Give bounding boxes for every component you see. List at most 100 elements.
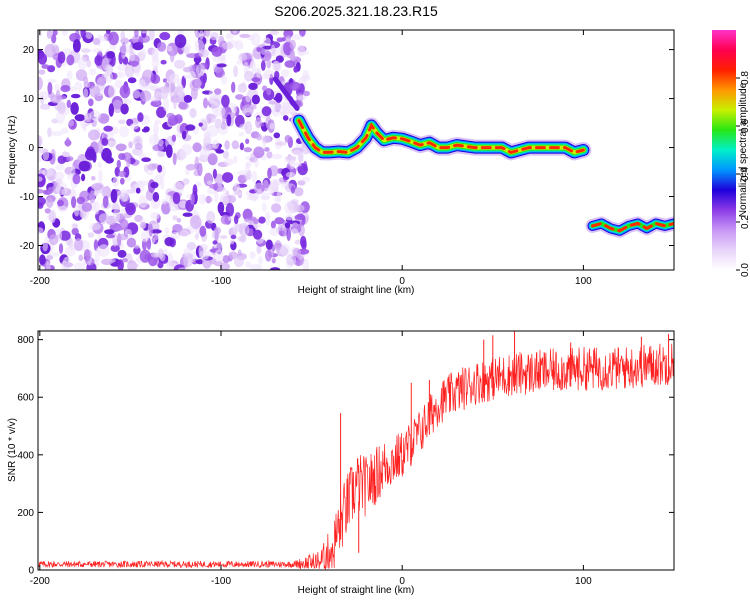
noise-speckle xyxy=(240,234,247,243)
noise-speckle xyxy=(278,230,285,236)
noise-speckle xyxy=(57,199,64,207)
noise-speckle xyxy=(88,98,94,107)
noise-speckle xyxy=(139,90,152,102)
noise-speckle xyxy=(249,60,256,71)
noise-speckle xyxy=(202,72,207,84)
noise-speckle xyxy=(117,259,124,270)
snr-x-tick-label: -200 xyxy=(30,576,50,587)
noise-speckle xyxy=(183,248,190,256)
noise-speckle xyxy=(290,185,295,194)
noise-speckle xyxy=(160,59,167,65)
noise-speckle xyxy=(62,151,68,157)
heatmap-x-axis-label: Height of straight line (km) xyxy=(298,285,415,296)
noise-speckle xyxy=(239,142,244,151)
noise-speckle xyxy=(217,186,226,192)
noise-speckle xyxy=(175,184,185,189)
noise-speckle xyxy=(153,122,159,136)
noise-speckle xyxy=(291,228,299,235)
noise-speckle xyxy=(56,100,66,115)
noise-speckle xyxy=(273,132,281,139)
noise-speckle xyxy=(141,157,152,162)
noise-speckle xyxy=(97,162,103,168)
noise-speckle xyxy=(74,205,80,217)
noise-speckle xyxy=(249,251,256,260)
noise-speckle xyxy=(147,163,157,171)
noise-speckle xyxy=(162,78,167,83)
heatmap-y-ticks: -20 -10 0 10 20 xyxy=(20,45,674,252)
noise-speckle xyxy=(148,134,160,146)
noise-speckle xyxy=(51,34,57,44)
noise-speckle xyxy=(262,85,268,92)
noise-speckle xyxy=(250,263,263,270)
noise-speckle xyxy=(274,240,282,251)
noise-speckle xyxy=(292,204,305,212)
noise-speckle xyxy=(91,183,104,191)
noise-speckle xyxy=(47,127,52,138)
noise-speckle xyxy=(159,31,171,41)
noise-speckle xyxy=(78,254,84,262)
noise-speckle xyxy=(134,214,143,223)
noise-speckle xyxy=(270,44,276,57)
noise-speckle xyxy=(269,122,275,130)
noise-speckle xyxy=(230,239,235,245)
noise-speckle xyxy=(108,103,115,117)
noise-speckle xyxy=(150,212,160,220)
noise-speckle xyxy=(189,108,197,118)
noise-speckle xyxy=(38,189,45,194)
heatmap-ridge-peak xyxy=(297,119,585,155)
noise-speckle xyxy=(222,172,234,183)
noise-speckle xyxy=(302,69,310,80)
noise-speckle xyxy=(91,48,103,53)
noise-speckle xyxy=(72,39,81,53)
heatmap-y-tick-label: 10 xyxy=(23,94,35,105)
noise-speckle xyxy=(248,82,258,90)
noise-speckle xyxy=(211,46,223,57)
noise-speckle xyxy=(221,114,226,124)
noise-speckle xyxy=(202,142,212,152)
noise-speckle xyxy=(246,195,259,201)
noise-speckle xyxy=(270,183,277,189)
noise-speckle xyxy=(165,144,173,158)
noise-speckle xyxy=(213,93,220,100)
noise-speckle xyxy=(204,131,212,143)
noise-speckle xyxy=(214,88,222,95)
noise-speckle xyxy=(124,205,135,212)
noise-speckle xyxy=(94,55,103,66)
noise-speckle xyxy=(114,79,123,89)
noise-speckle xyxy=(117,249,127,258)
noise-speckle xyxy=(92,37,101,46)
noise-speckle xyxy=(178,267,191,270)
noise-speckle xyxy=(302,90,310,97)
noise-speckle xyxy=(157,41,167,52)
noise-speckle xyxy=(292,150,304,156)
noise-speckle xyxy=(210,100,219,114)
colorbar-tick-label: 0.0 xyxy=(740,263,750,277)
noise-speckle xyxy=(239,33,251,38)
noise-speckle xyxy=(83,249,91,262)
heatmap-x-tick-label: 100 xyxy=(575,276,592,287)
noise-speckle xyxy=(182,212,193,217)
noise-speckle xyxy=(253,229,263,240)
noise-speckle xyxy=(194,39,205,52)
noise-speckle xyxy=(262,37,271,46)
noise-speckle xyxy=(74,81,83,91)
noise-speckle xyxy=(106,51,115,59)
heatmap-noise-layer xyxy=(38,30,311,270)
noise-speckle xyxy=(110,189,118,203)
noise-speckle xyxy=(81,202,93,213)
noise-speckle xyxy=(258,256,263,265)
noise-speckle xyxy=(112,176,120,187)
noise-speckle xyxy=(178,200,188,209)
noise-speckle xyxy=(157,164,163,173)
noise-speckle xyxy=(209,183,219,189)
noise-speckle xyxy=(224,158,234,166)
noise-speckle xyxy=(260,192,271,200)
noise-speckle xyxy=(51,130,63,137)
noise-speckle xyxy=(279,243,291,256)
noise-speckle xyxy=(38,196,46,206)
noise-speckle xyxy=(273,60,281,72)
noise-speckle xyxy=(188,70,196,80)
noise-speckle xyxy=(255,116,262,129)
noise-speckle xyxy=(297,180,306,186)
noise-speckle xyxy=(232,30,238,34)
